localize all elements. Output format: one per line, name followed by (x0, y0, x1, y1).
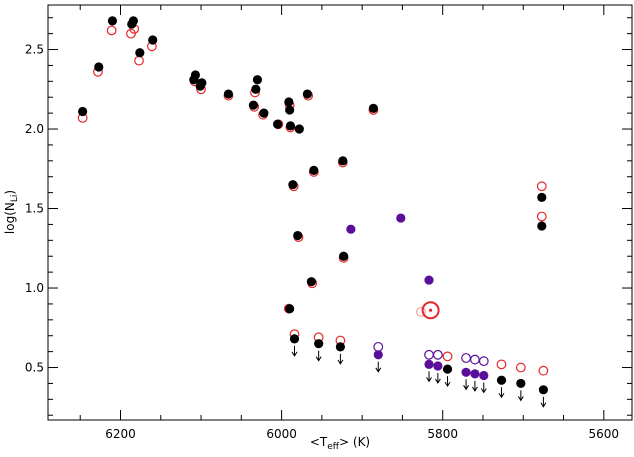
filled-point (272, 119, 283, 129)
filled-point (537, 221, 547, 231)
filled-point (339, 251, 349, 261)
filled-point (285, 304, 295, 314)
sun-dot (429, 308, 433, 312)
filled-point (251, 84, 261, 94)
upper-limit-arrow (426, 371, 432, 383)
filled-point (538, 385, 548, 395)
y-tick-label: 1.0 (25, 281, 44, 295)
filled-point (189, 75, 199, 85)
filled-point (94, 62, 104, 72)
filled-point (107, 16, 118, 26)
filled-point (368, 103, 379, 113)
open-point (538, 365, 549, 376)
filled-point (135, 48, 145, 58)
filled-point (148, 35, 158, 45)
filled-point (294, 124, 304, 134)
open-point (496, 359, 507, 370)
upper-limit-arrow (540, 396, 547, 408)
open-point (536, 181, 547, 192)
filled-point (470, 369, 480, 379)
y-axis-label: log(NLi) (3, 190, 20, 234)
filled-point (479, 370, 489, 381)
open-point (536, 211, 547, 222)
filled-point (396, 213, 406, 223)
upper-limit-arrow (337, 353, 344, 365)
upper-limit-arrow (434, 372, 441, 384)
upper-limit-arrow (375, 361, 382, 373)
filled-point (516, 378, 526, 389)
open-point (416, 306, 426, 317)
filled-point (338, 156, 348, 166)
open-point (470, 354, 480, 365)
filled-point (496, 375, 507, 385)
y-tick-label: 2.0 (25, 122, 44, 136)
open-point (515, 362, 526, 373)
filled-point (373, 350, 383, 360)
upper-limit-arrow (498, 387, 505, 399)
upper-limit-arrow (315, 350, 322, 362)
open-point (478, 356, 489, 367)
filled-point (293, 230, 303, 241)
filled-point (285, 105, 295, 115)
open-point (424, 349, 434, 360)
filled-point (252, 75, 263, 85)
upper-limit-arrow (480, 382, 487, 394)
filled-point (335, 342, 346, 352)
filled-point (442, 364, 453, 374)
open-point (442, 351, 453, 362)
x-tick-label: 5800 (427, 427, 458, 441)
filled-point (302, 89, 312, 99)
filled-point (248, 100, 259, 110)
filled-point (195, 81, 205, 91)
filled-point (78, 106, 88, 117)
x-axis-label: <Teff> (K) (310, 435, 370, 452)
filled-point (424, 275, 434, 285)
upper-limit-arrow (517, 390, 524, 402)
filled-point (433, 361, 443, 371)
filled-point (288, 180, 298, 190)
filled-point (259, 108, 269, 118)
filled-point (346, 224, 356, 234)
open-point (373, 341, 384, 352)
filled-point (128, 16, 138, 26)
y-tick-label: 0.5 (25, 361, 44, 375)
x-tick-label: 6000 (266, 427, 297, 441)
filled-point (314, 339, 324, 349)
upper-limit-arrow (463, 379, 469, 391)
filled-point (289, 334, 300, 344)
open-point (134, 55, 144, 66)
filled-point (537, 192, 547, 202)
filled-point (306, 277, 317, 287)
plot-frame (47, 4, 633, 421)
filled-point (284, 97, 294, 107)
open-point (432, 349, 443, 360)
open-point (461, 353, 471, 363)
x-tick-label: 6200 (105, 427, 136, 441)
upper-limit-arrow (291, 345, 298, 357)
sun-marker (421, 301, 440, 320)
filled-point (223, 89, 234, 99)
upper-limit-arrow (444, 376, 451, 388)
x-tick-label: 5600 (589, 427, 620, 441)
y-tick-label: 1.5 (25, 202, 44, 216)
open-point (106, 25, 117, 36)
filled-point (285, 121, 296, 131)
filled-point (309, 165, 319, 175)
filled-point (424, 359, 434, 369)
y-tick-label: 2.5 (25, 43, 44, 57)
filled-point (461, 367, 471, 377)
upper-limit-arrow (472, 380, 478, 392)
